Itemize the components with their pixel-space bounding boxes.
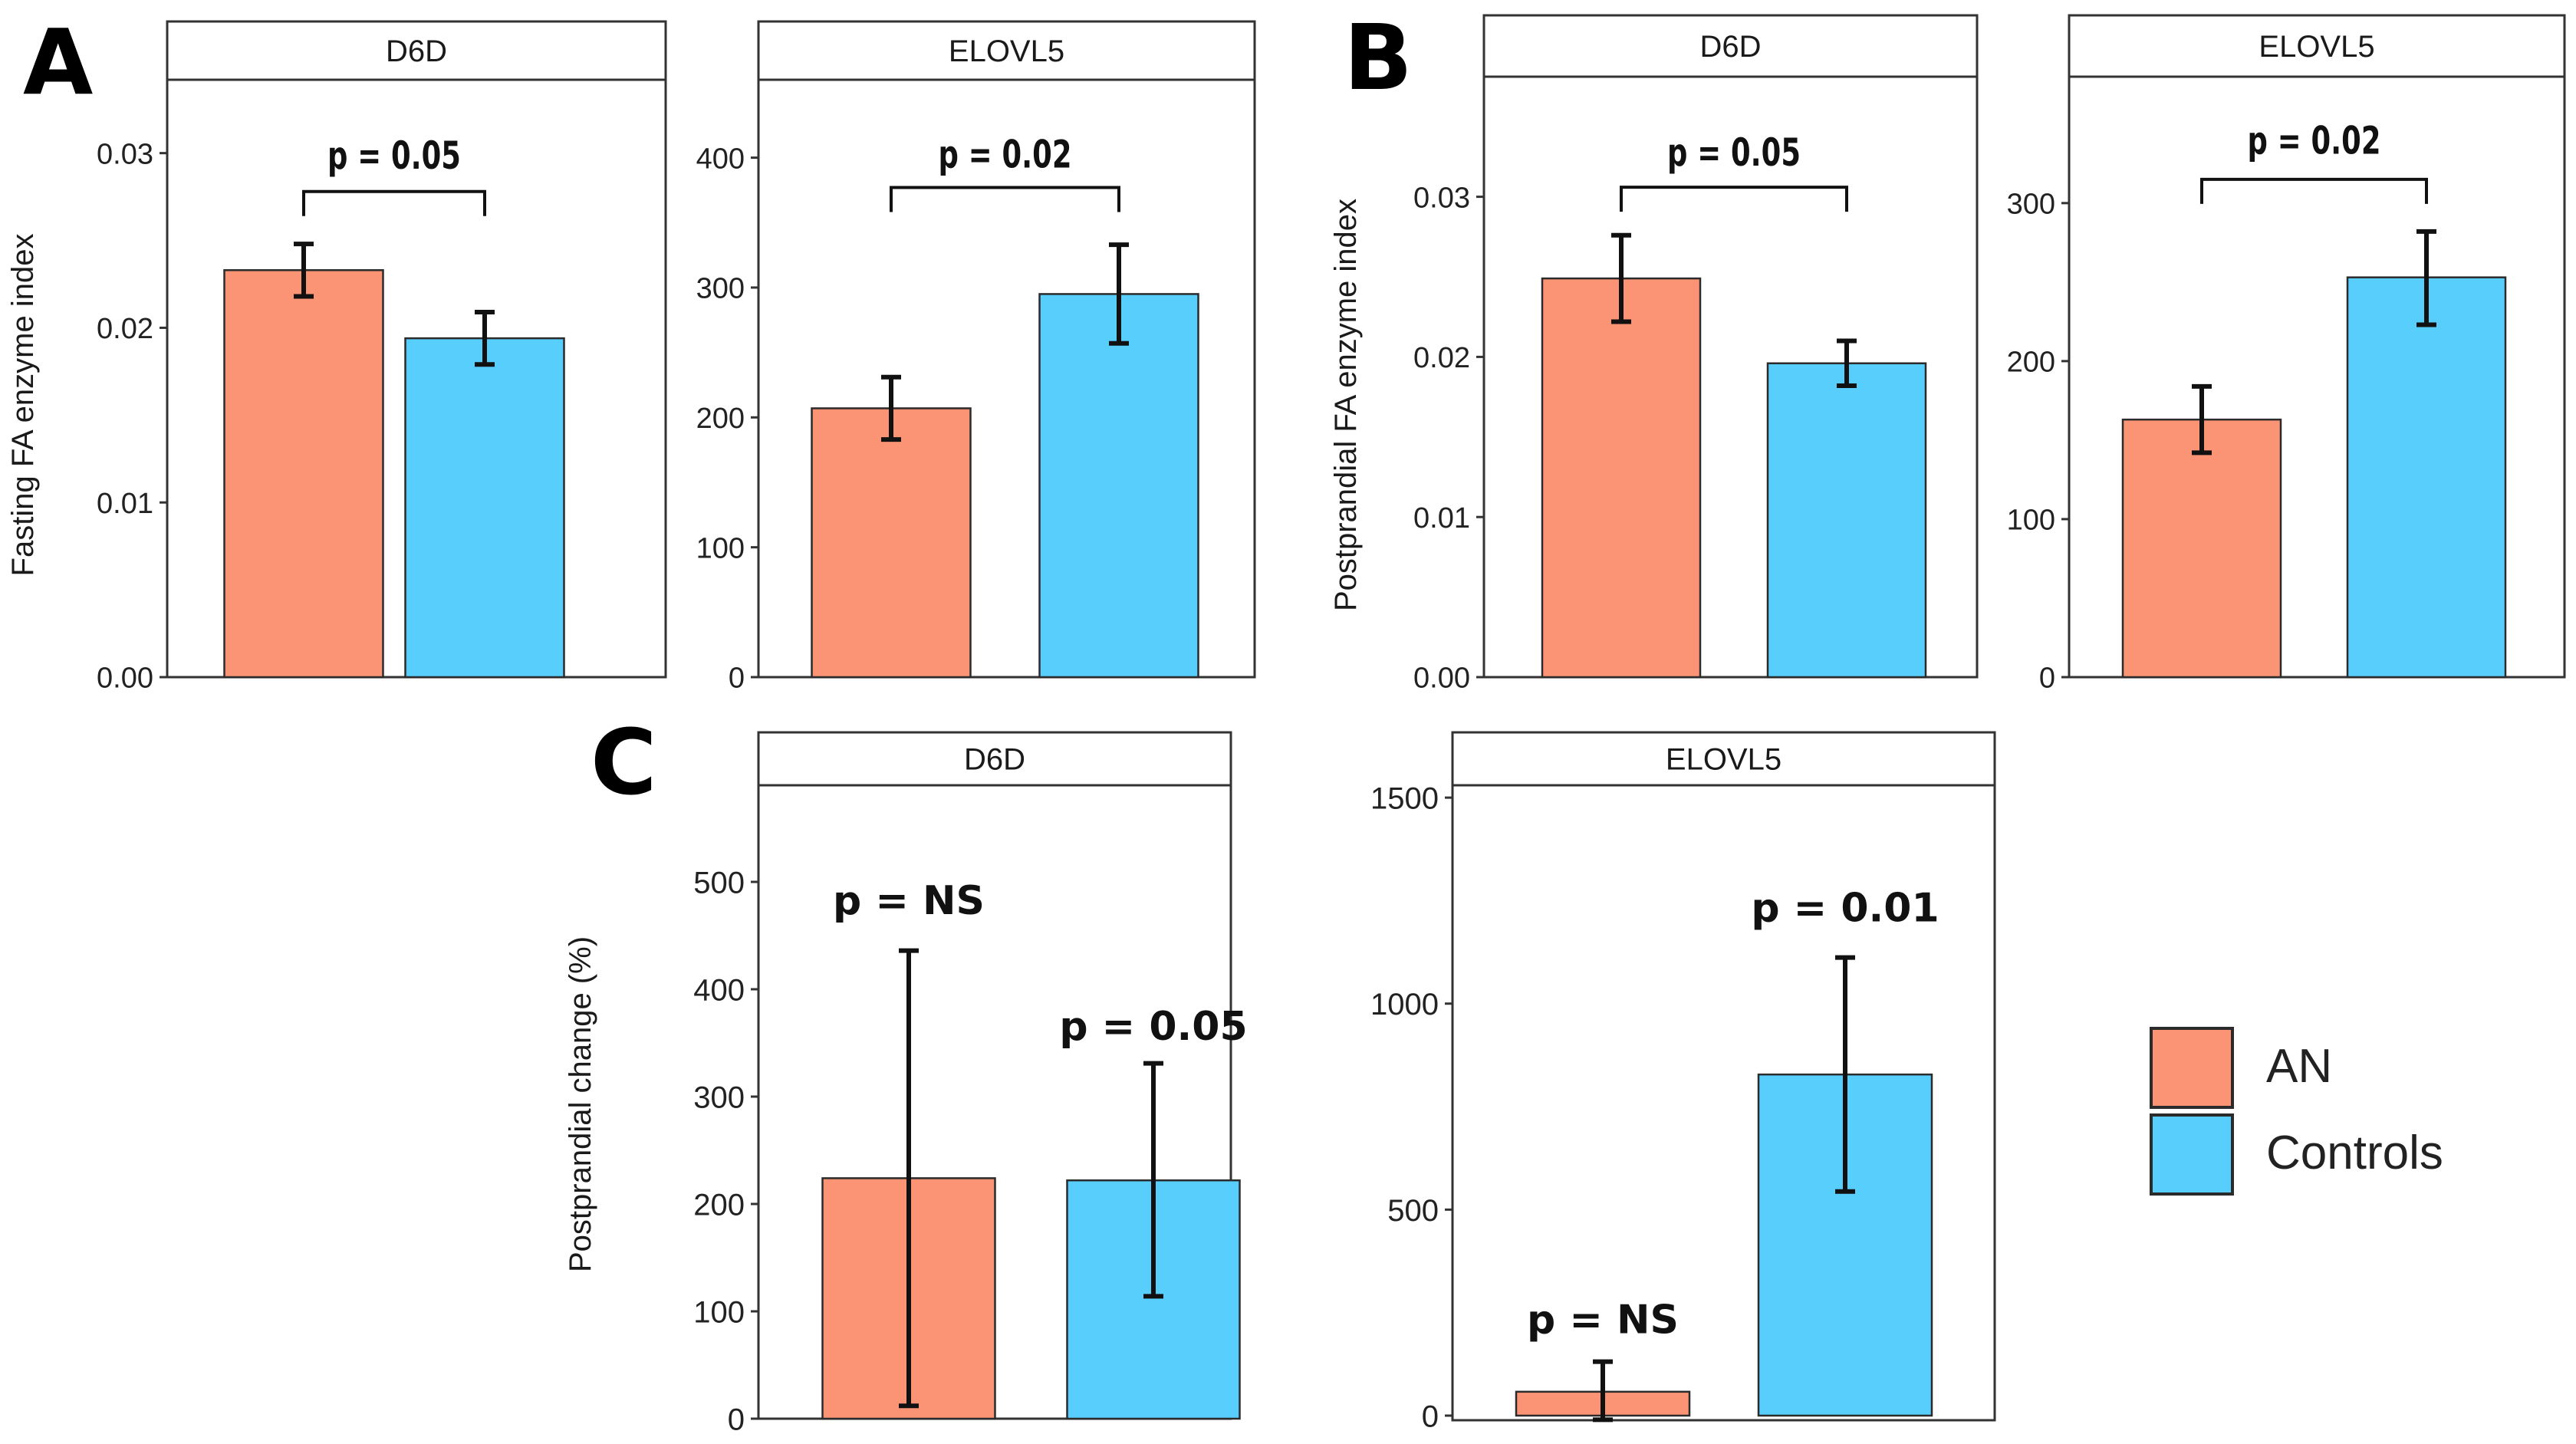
b-elovl5-ytick-label: 200 [2007,347,2055,379]
a-elovl5-ytick-label: 400 [696,143,745,175]
a-d6d-ylabel: Fasting FA enzyme index [6,234,40,577]
a-d6d-p-value: p = 0.05 [327,133,461,178]
a-elovl5-ytick-label: 200 [696,403,745,435]
c-d6d-p-value-controls: p = 0.05 [1059,1004,1247,1050]
a-d6d-ytick-label: 0.01 [97,488,153,520]
c-d6d-ytick-label: 0 [728,1403,745,1436]
panel-label-a: A [23,9,93,115]
c-elovl5-strip [1451,731,1996,787]
b-d6d-bar-controls [1766,362,1927,679]
a-elovl5-comparison-bracket [890,186,1120,212]
a-d6d-bar-controls [404,337,565,679]
a-elovl5-ytick-label: 100 [696,532,745,564]
b-elovl5-bar-controls [2346,276,2507,679]
b-d6d-strip-title: D6D [1699,30,1761,64]
b-elovl5-bar-an [2121,418,2282,679]
b-elovl5-strip-title: ELOVL5 [2259,30,2374,64]
b-d6d-p-value: p = 0.05 [1667,130,1801,175]
b-elovl5-ytick-label: 100 [2007,505,2055,537]
c-elovl5-ytick-label: 1500 [1370,782,1439,816]
c-elovl5-strip-title: ELOVL5 [1666,743,1781,777]
c-d6d-strip-title: D6D [964,743,1025,777]
a-d6d-ytick-label: 0.03 [97,138,153,170]
b-elovl5-ytick-label: 300 [2007,189,2055,221]
a-d6d-bar-an [223,269,384,679]
a-elovl5-strip [757,20,1256,81]
c-d6d-ytick-label: 200 [693,1188,745,1222]
legend-label-controls: Controls [2266,1127,2443,1179]
c-elovl5-ytick-label: 0 [1422,1400,1439,1433]
b-d6d-ytick-label: 0.00 [1413,663,1470,695]
a-d6d-ytick-label: 0.00 [97,663,153,695]
c-d6d-ytick-label: 500 [693,866,745,900]
c-elovl5-p-value-controls: p = 0.01 [1751,885,1939,931]
panel-label-c: C [591,709,657,815]
b-d6d-ytick-label: 0.01 [1413,502,1470,535]
a-elovl5-p-value: p = 0.02 [939,133,1072,177]
b-elovl5-p-value: p = 0.02 [2248,118,2381,163]
c-d6d-p-value-an: p = NS [833,878,985,924]
c-d6d-ytick-label: 100 [693,1295,745,1329]
b-d6d-ylabel: Postprandial FA enzyme index [1329,199,1363,611]
c-d6d-strip [757,731,1232,787]
b-elovl5-ytick-label: 0 [2039,663,2055,695]
b-elovl5-strip [2068,14,2566,78]
a-elovl5-ytick-label: 300 [696,273,745,305]
c-d6d-ytick-label: 400 [693,973,745,1007]
b-d6d-bar-an [1541,277,1702,679]
legend-label-an: AN [2266,1040,2332,1093]
legend-swatch-an [2150,1027,2234,1109]
c-elovl5-ytick-label: 500 [1387,1194,1439,1228]
b-d6d-comparison-bracket [1620,186,1848,212]
c-elovl5-ytick-label: 1000 [1370,988,1439,1021]
b-elovl5-comparison-bracket [2200,177,2428,204]
b-d6d-ytick-label: 0.02 [1413,342,1470,374]
a-d6d-strip-title: D6D [386,35,447,68]
b-d6d-ytick-label: 0.03 [1413,182,1470,214]
b-d6d-strip [1482,14,1979,78]
a-d6d-ytick-label: 0.02 [97,313,153,345]
a-elovl5-strip-title: ELOVL5 [949,35,1064,68]
a-d6d-strip [166,20,667,81]
panel-label-b: B [1344,5,1413,110]
legend-swatch-controls [2150,1113,2234,1196]
c-d6d-bar-controls [1066,1179,1241,1420]
a-d6d-comparison-bracket [302,189,486,216]
a-elovl5-bar-an [811,407,972,679]
c-d6d-ylabel: Postprandial change (%) [564,936,597,1272]
c-elovl5-p-value-an: p = NS [1527,1298,1679,1344]
c-d6d-ytick-label: 300 [693,1081,745,1114]
a-elovl5-ytick-label: 0 [729,663,745,695]
a-elovl5-bar-controls [1038,293,1199,679]
